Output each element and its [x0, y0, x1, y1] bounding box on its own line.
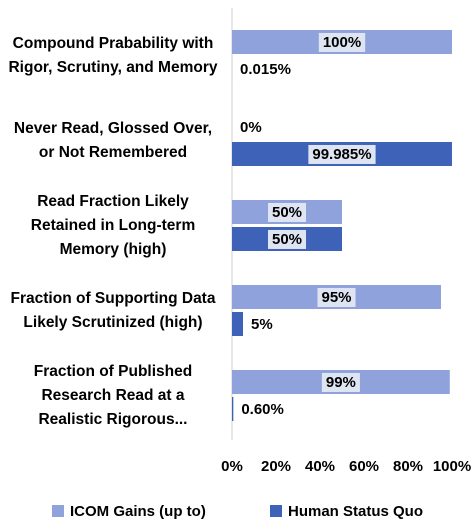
data-label: 99.985% [312, 146, 371, 163]
legend-swatch [270, 505, 282, 517]
x-tick-label: 40% [305, 458, 335, 475]
data-label: 0% [240, 119, 262, 136]
category-label: Fraction of Published Research Read at a… [33, 362, 193, 428]
data-label-bg [267, 229, 307, 249]
bar [232, 397, 234, 421]
data-label-bg [317, 287, 356, 307]
data-label-bg [236, 117, 266, 137]
data-label: 100% [323, 34, 361, 51]
legend-label: ICOM Gains (up to) [70, 503, 206, 520]
x-tick-label: 80% [393, 458, 423, 475]
x-tick-label: 60% [349, 458, 379, 475]
data-label-bg [236, 59, 295, 79]
bar [232, 312, 243, 336]
x-tick-label: 100% [433, 458, 471, 475]
x-tick-label: 20% [261, 458, 291, 475]
category-label: Compound Prabability with Rigor, Scrutin… [8, 34, 218, 76]
data-label: 95% [321, 289, 351, 306]
data-label-bg [321, 372, 360, 392]
category-label: Fraction of Supporting Data Likely Scrut… [10, 289, 216, 331]
data-label: 5% [251, 316, 273, 333]
category-label: Never Read, Glossed Over, or Not Remembe… [13, 119, 213, 161]
category-label: Read Fraction Likely Retained in Long-te… [30, 192, 196, 258]
data-label: 50% [272, 204, 302, 221]
data-label: 0.015% [240, 61, 291, 78]
legend-label: Human Status Quo [288, 503, 423, 520]
data-label: 50% [272, 231, 302, 248]
data-label-bg [247, 314, 277, 334]
data-label-bg [237, 399, 288, 419]
x-tick-label: 0% [221, 458, 243, 475]
data-label-bg [267, 202, 307, 222]
data-label-bg [308, 144, 376, 164]
data-label: 99% [326, 374, 356, 391]
legend-swatch [52, 505, 64, 517]
data-label-bg [318, 32, 366, 52]
data-label: 0.60% [241, 401, 284, 418]
